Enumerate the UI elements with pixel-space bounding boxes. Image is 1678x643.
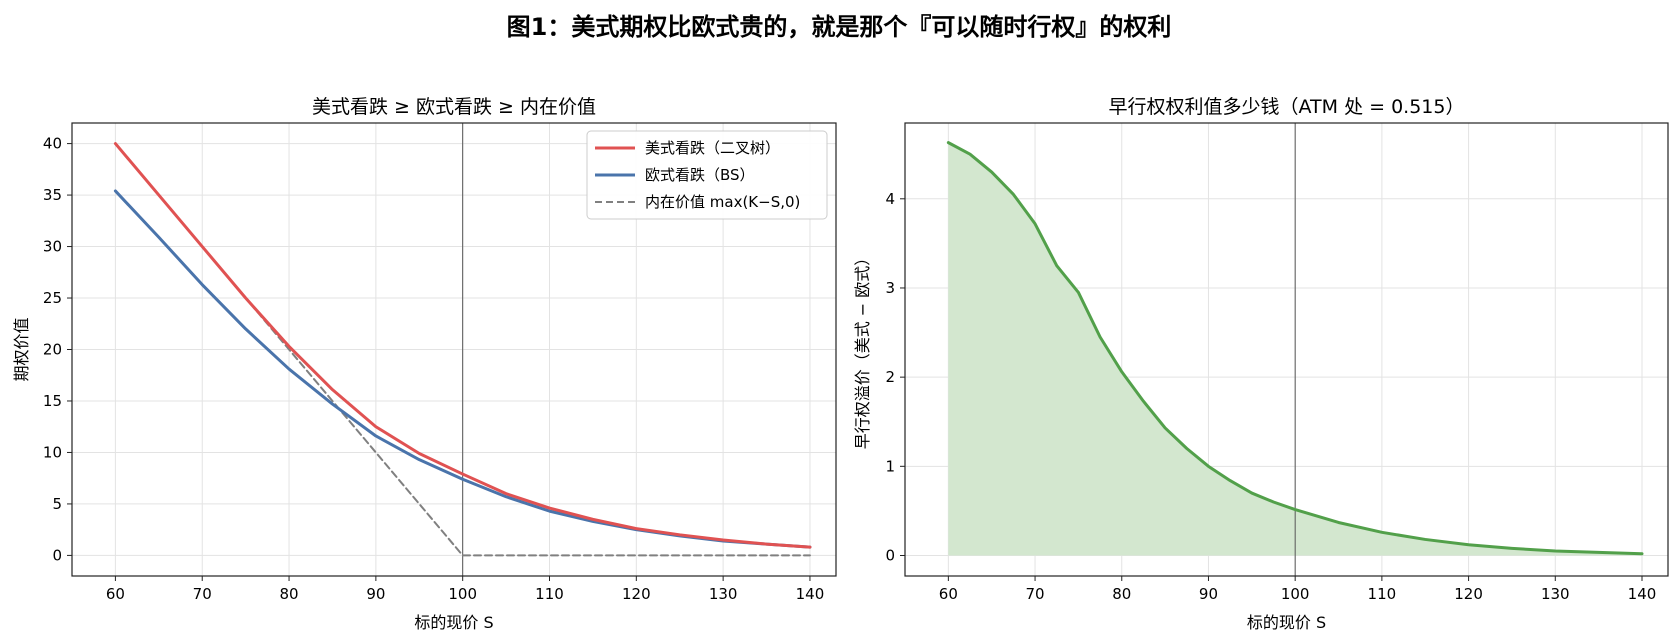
panel-title: 早行权权利值多少钱（ATM 处 = 0.515） (1109, 96, 1465, 118)
series-line-premium (946, 141, 1644, 556)
y-tick-label: 0 (885, 546, 895, 564)
x-tick-label: 120 (622, 585, 651, 603)
x-tick-label: 110 (535, 585, 564, 603)
figure-title: 图1：美式期权比欧式贵的，就是那个『可以随时行权』的权利 (507, 13, 1172, 41)
y-tick-label: 0 (52, 546, 62, 564)
y-tick-label: 30 (43, 238, 62, 256)
x-tick-label: 70 (193, 585, 212, 603)
x-tick-label: 120 (1454, 585, 1483, 603)
x-tick-label: 90 (1199, 585, 1218, 603)
right-panel: 60 70 80 90 100 110 120 130 140 0 1 2 3 4 早行权权利值多少钱（AT… (853, 96, 1669, 632)
x-tick-label: 90 (366, 585, 385, 603)
y-tick-label: 1 (885, 457, 895, 475)
x-tick-label: 140 (1628, 585, 1657, 603)
x-tick-label: 100 (448, 585, 477, 603)
panel-title: 美式看跌 ≥ 欧式看跌 ≥ 内在价值 (312, 96, 596, 118)
x-tick-label: 140 (796, 585, 825, 603)
legend-label: 欧式看跌（BS） (645, 166, 755, 184)
y-tick-label: 5 (52, 495, 62, 513)
x-tick-label: 100 (1281, 585, 1310, 603)
y-axis-label: 期权价值 (12, 317, 31, 381)
y-tick-label: 10 (43, 443, 62, 461)
y-tick-label: 25 (43, 289, 62, 307)
x-tick-label: 80 (279, 585, 298, 603)
legend-label: 美式看跌（二叉树） (645, 139, 780, 157)
x-axis-label: 标的现价 S (414, 613, 493, 632)
x-axis-label: 标的现价 S (1247, 613, 1326, 632)
premium-area (948, 142, 1642, 556)
x-tick-label: 130 (1541, 585, 1570, 603)
y-tick-label: 35 (43, 186, 62, 204)
x-tick-label: 80 (1112, 585, 1131, 603)
left-panel: 60 70 80 90 100 110 120 130 140 0 5 10 15 20 25 30 35 40 美… (12, 96, 837, 632)
y-tick-label: 2 (885, 368, 895, 386)
axes-frame (904, 122, 1669, 577)
x-tick-label: 110 (1368, 585, 1397, 603)
y-tick-label: 40 (43, 135, 62, 153)
y-tick-label: 4 (885, 190, 895, 208)
y-axis-label: 早行权溢价（美式 − 欧式） (853, 250, 872, 450)
y-tick-label: 3 (885, 279, 895, 297)
x-tick-label: 60 (939, 585, 958, 603)
legend-box (586, 130, 828, 220)
legend-label: 内在价值 max(K−S,0) (645, 193, 800, 211)
x-tick-label: 130 (709, 585, 738, 603)
series-line-american (113, 142, 812, 549)
x-tick-label: 70 (1026, 585, 1045, 603)
x-tick-label: 60 (106, 585, 125, 603)
y-tick-label: 20 (43, 341, 62, 359)
y-tick-label: 15 (43, 392, 62, 410)
